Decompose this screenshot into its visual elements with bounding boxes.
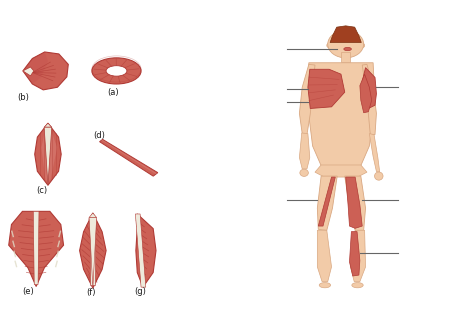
Ellipse shape [374, 172, 383, 180]
Text: (f): (f) [86, 288, 95, 297]
Text: (g): (g) [135, 287, 146, 296]
Polygon shape [100, 139, 158, 176]
Polygon shape [349, 232, 360, 276]
Polygon shape [350, 230, 365, 281]
Polygon shape [89, 217, 97, 288]
Polygon shape [44, 127, 52, 185]
Polygon shape [44, 123, 52, 127]
Polygon shape [80, 213, 106, 288]
Ellipse shape [352, 282, 363, 288]
Polygon shape [318, 230, 331, 281]
Polygon shape [345, 176, 365, 230]
Polygon shape [35, 123, 61, 185]
Polygon shape [23, 52, 48, 84]
Text: (c): (c) [36, 186, 47, 195]
Text: (e): (e) [22, 287, 34, 296]
Polygon shape [308, 69, 345, 109]
FancyBboxPatch shape [341, 52, 350, 62]
Ellipse shape [360, 43, 365, 48]
Polygon shape [23, 67, 34, 76]
Polygon shape [369, 133, 380, 172]
Polygon shape [307, 63, 375, 166]
Polygon shape [315, 165, 367, 177]
Polygon shape [23, 52, 68, 90]
Polygon shape [318, 177, 335, 226]
Polygon shape [330, 26, 361, 43]
Polygon shape [300, 64, 315, 134]
Ellipse shape [300, 169, 309, 176]
Ellipse shape [327, 43, 331, 48]
Polygon shape [346, 177, 362, 228]
Polygon shape [136, 214, 156, 287]
Polygon shape [41, 128, 57, 181]
Ellipse shape [344, 48, 351, 51]
Ellipse shape [328, 31, 364, 58]
Polygon shape [89, 213, 97, 217]
Polygon shape [33, 211, 39, 285]
Polygon shape [136, 214, 146, 287]
Text: (a): (a) [107, 88, 118, 97]
Polygon shape [300, 133, 310, 169]
Polygon shape [9, 211, 64, 286]
Polygon shape [360, 74, 372, 113]
Ellipse shape [319, 282, 330, 288]
Ellipse shape [92, 58, 141, 84]
Text: (b): (b) [17, 93, 29, 102]
Polygon shape [101, 140, 157, 174]
Text: (d): (d) [93, 131, 105, 140]
Ellipse shape [106, 66, 127, 76]
Polygon shape [362, 64, 376, 134]
Polygon shape [362, 68, 376, 109]
Polygon shape [318, 176, 337, 230]
Polygon shape [91, 216, 95, 285]
